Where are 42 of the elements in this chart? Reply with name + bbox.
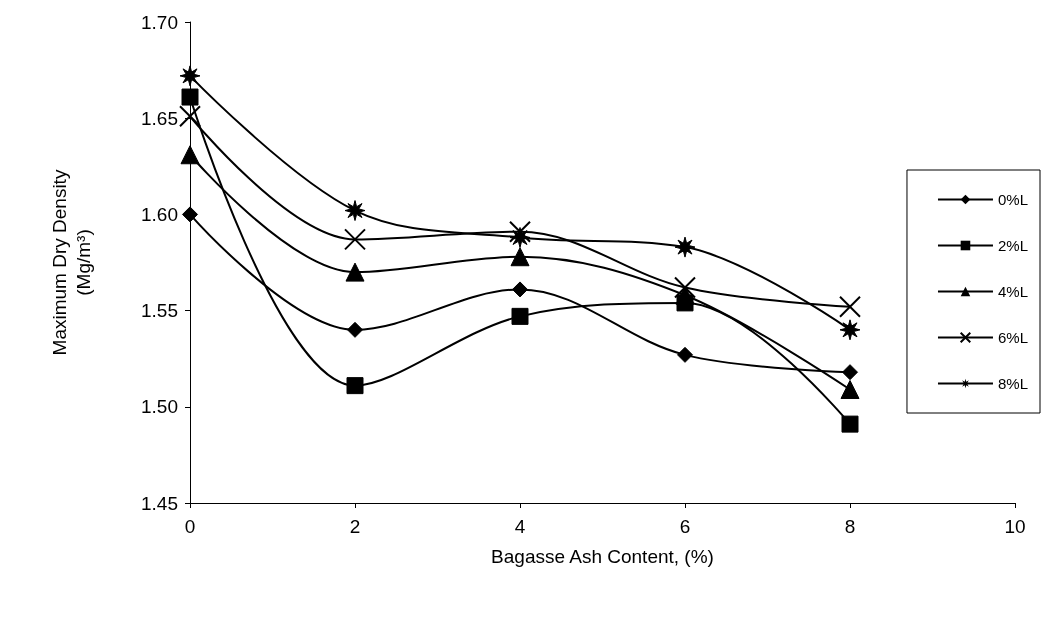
point xyxy=(509,226,531,248)
point xyxy=(344,228,366,251)
x-tick-label: 6 xyxy=(679,516,691,537)
point xyxy=(511,307,529,325)
point xyxy=(510,247,530,267)
point xyxy=(182,206,198,223)
point xyxy=(677,346,693,363)
x-tick-label: 8 xyxy=(844,516,856,537)
y-tick-label: 1.45 xyxy=(141,492,178,514)
y-axis-title: Maximum Dry Density (Mg/m³) xyxy=(48,169,94,356)
point xyxy=(180,145,200,165)
x-tick-label: 10 xyxy=(1004,516,1026,537)
y-tick-label: 1.60 xyxy=(141,203,178,225)
point xyxy=(181,88,199,106)
point xyxy=(840,379,860,399)
legend-label: 2%L xyxy=(997,237,1029,254)
x-tick-label: 4 xyxy=(514,516,526,537)
point xyxy=(346,377,364,395)
point xyxy=(512,281,528,298)
legend-label: 0%L xyxy=(997,191,1029,208)
point xyxy=(674,276,696,299)
point xyxy=(841,415,859,433)
y-tick-label: 1.65 xyxy=(141,107,178,129)
legend-label: 8%L xyxy=(997,375,1029,392)
point xyxy=(179,65,201,87)
point xyxy=(674,236,696,258)
x-axis-title: Bagasse Ash Content, (%) xyxy=(491,546,714,567)
point xyxy=(509,220,531,243)
point xyxy=(839,319,861,341)
y-tick-label: 1.70 xyxy=(141,11,178,33)
x-tick-label: 2 xyxy=(349,516,361,537)
x-tick-label: 0 xyxy=(184,516,196,537)
point xyxy=(345,262,365,282)
point xyxy=(347,321,363,338)
y-tick-label: 1.50 xyxy=(141,396,178,418)
y-tick-label: 1.55 xyxy=(141,300,178,322)
point xyxy=(179,105,201,128)
point xyxy=(842,364,858,381)
legend-label: 6%L xyxy=(997,329,1029,346)
legend-label: 4%L xyxy=(997,283,1029,300)
point xyxy=(839,295,861,318)
point xyxy=(344,200,366,222)
